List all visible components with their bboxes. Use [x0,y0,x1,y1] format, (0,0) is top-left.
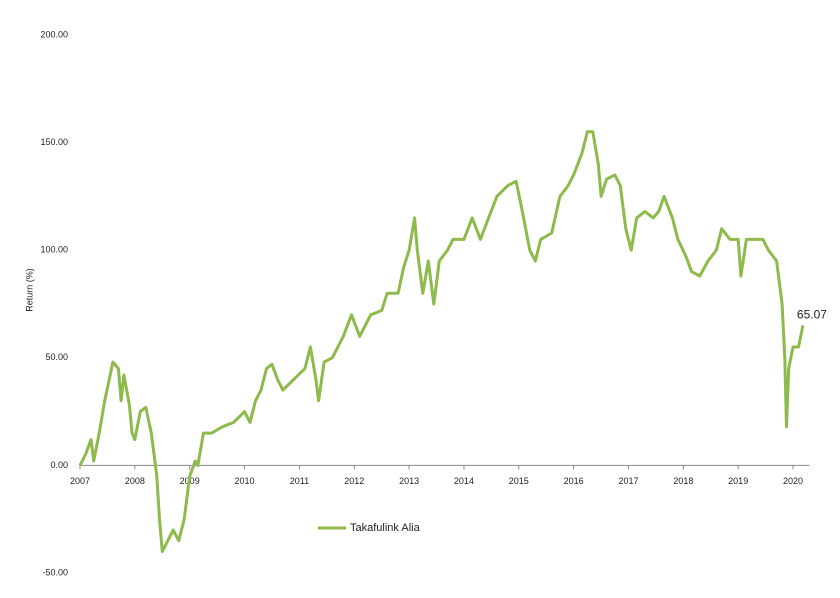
x-tick-label: 2007 [70,476,90,486]
x-tick-label: 2016 [564,476,584,486]
x-tick-label: 2011 [290,476,309,486]
y-tick-label: 100.00 [40,245,68,255]
x-tick-label: 2013 [399,476,419,486]
x-tick-label: 2012 [344,476,364,486]
legend-label: Takafulink Alia [350,522,421,534]
end-value-label: 65.07 [797,308,827,322]
y-tick-label: 0.00 [50,460,68,470]
y-tick-label: 150.00 [40,137,68,147]
y-tick-label: 200.00 [40,29,68,39]
y-tick-label: 50.00 [45,352,68,362]
y-axis-label: Return (%) [24,268,34,312]
y-tick-label: -50.00 [42,567,68,577]
x-tick-label: 2010 [235,476,255,486]
x-tick-label: 2018 [673,476,693,486]
x-tick-label: 2015 [509,476,529,486]
x-tick-label: 2008 [125,476,145,486]
series-line [78,130,805,553]
x-tick-label: 2020 [783,476,803,486]
x-tick-label: 2017 [618,476,638,486]
x-tick-label: 2014 [454,476,474,486]
x-tick-label: 2019 [728,476,748,486]
